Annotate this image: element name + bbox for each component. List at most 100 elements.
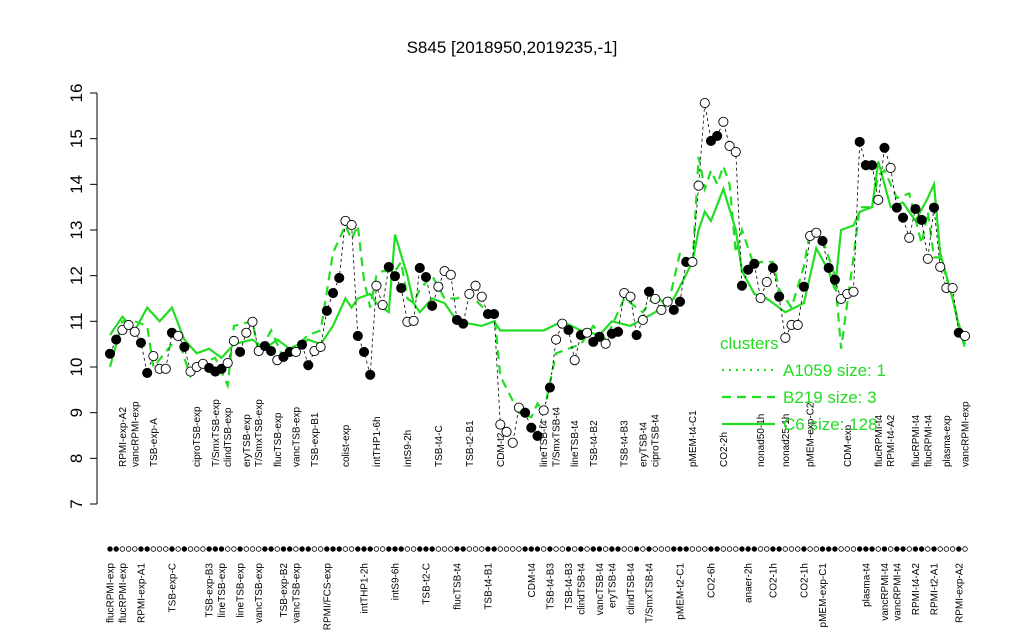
rug-mark bbox=[392, 546, 398, 552]
rug-mark bbox=[299, 546, 305, 552]
x-tick-label: clindTSB-t4 bbox=[626, 563, 637, 615]
legend-label: C6 size: 128 bbox=[783, 415, 878, 434]
rug-mark bbox=[726, 546, 733, 552]
x-tick-label: flucRPMI-t4 bbox=[874, 414, 885, 467]
rug-mark bbox=[175, 546, 181, 552]
x-tick-label: lineTSB-exp bbox=[217, 563, 228, 618]
point bbox=[266, 345, 277, 357]
point bbox=[916, 214, 927, 226]
rug-mark bbox=[225, 546, 231, 552]
x-tick-label: intS9-6h bbox=[391, 563, 402, 600]
rug-mark bbox=[596, 546, 603, 552]
point bbox=[321, 305, 332, 316]
x-tick-label: intTHP1-6h bbox=[372, 416, 383, 467]
rug-mark bbox=[621, 546, 627, 552]
point bbox=[327, 287, 339, 299]
rug-mark bbox=[584, 546, 590, 552]
rug-mark bbox=[739, 546, 745, 552]
rug-mark bbox=[144, 546, 150, 552]
rug-mark bbox=[962, 546, 968, 552]
point bbox=[129, 326, 140, 337]
point bbox=[687, 256, 698, 268]
rug-mark bbox=[404, 546, 411, 552]
point bbox=[495, 419, 506, 430]
rug-mark bbox=[571, 546, 578, 552]
x-tick-label: RPMI-t4-A2 bbox=[886, 414, 897, 467]
point bbox=[520, 407, 531, 418]
rug-mark bbox=[361, 546, 367, 552]
point bbox=[228, 335, 239, 347]
rug-mark bbox=[386, 546, 392, 552]
y-tick-label: 8 bbox=[67, 454, 86, 463]
rug-mark bbox=[658, 546, 665, 552]
point bbox=[582, 327, 593, 338]
rug-mark bbox=[689, 546, 696, 552]
point bbox=[216, 363, 227, 374]
rug-mark bbox=[243, 546, 250, 552]
rug-mark bbox=[163, 546, 169, 552]
point bbox=[551, 334, 562, 345]
rug-mark bbox=[293, 546, 299, 552]
rug-mark bbox=[262, 546, 268, 552]
rug-mark bbox=[373, 546, 380, 552]
rug-mark bbox=[881, 546, 888, 552]
rug-mark bbox=[367, 546, 373, 552]
point bbox=[712, 130, 723, 141]
rug-mark bbox=[423, 546, 429, 552]
rug-mark bbox=[534, 546, 541, 552]
x-tick-label: intS9-2h bbox=[403, 430, 414, 467]
point bbox=[817, 235, 828, 247]
x-tick-label: TSB-exp-A bbox=[149, 418, 160, 467]
point bbox=[303, 360, 314, 371]
rug-mark bbox=[324, 546, 330, 552]
rug-mark bbox=[522, 546, 528, 552]
point bbox=[563, 324, 574, 336]
rug-mark bbox=[937, 546, 943, 552]
x-tick-label: eryTSB-t4 bbox=[607, 563, 618, 608]
x-tick-label: RPMI-exp-A2 bbox=[954, 563, 965, 623]
rug-mark bbox=[305, 546, 311, 552]
rug-mark bbox=[181, 546, 188, 552]
rug-mark bbox=[912, 546, 919, 552]
rug-mark bbox=[187, 546, 194, 552]
point bbox=[476, 291, 487, 302]
rug-mark bbox=[801, 546, 807, 552]
point bbox=[811, 227, 822, 238]
rug-mark bbox=[379, 546, 386, 552]
x-tick-label: colist-exp bbox=[341, 424, 352, 467]
x-tick-label: TSB-t4-B2 bbox=[589, 420, 600, 467]
point bbox=[507, 437, 518, 448]
point bbox=[290, 346, 301, 357]
x-tick-label: anaer-2h bbox=[744, 563, 755, 603]
legend-title: clusters bbox=[720, 334, 779, 353]
x-tick-label: pMEM-t4-C1 bbox=[688, 410, 699, 467]
point bbox=[910, 203, 921, 215]
rug-mark bbox=[683, 546, 689, 552]
point bbox=[222, 357, 233, 368]
rug-mark bbox=[119, 546, 126, 552]
rug-mark bbox=[194, 546, 200, 552]
point bbox=[135, 337, 147, 348]
point bbox=[631, 329, 642, 341]
point bbox=[755, 292, 766, 304]
point bbox=[427, 300, 438, 311]
rug-mark bbox=[819, 546, 826, 552]
x-tick-label: TSB-t4-B3 bbox=[620, 420, 631, 467]
x-tick-label: RPMI-t2-A1 bbox=[930, 563, 941, 616]
point bbox=[854, 136, 865, 147]
rug-mark bbox=[825, 546, 832, 552]
rug-mark bbox=[466, 546, 473, 552]
x-tick-label: vancTSB-t4 bbox=[595, 563, 606, 616]
point bbox=[897, 212, 909, 223]
rug-mark bbox=[472, 546, 479, 552]
point bbox=[643, 286, 655, 297]
rug-mark bbox=[330, 546, 336, 552]
x-tick-label: nonad50-1h bbox=[756, 414, 767, 467]
x-tick-label: lineTSB-t4 bbox=[539, 420, 550, 467]
rug-mark bbox=[720, 546, 727, 552]
point bbox=[334, 272, 345, 284]
point bbox=[408, 315, 419, 326]
point bbox=[662, 296, 673, 307]
rug-mark bbox=[751, 546, 758, 552]
